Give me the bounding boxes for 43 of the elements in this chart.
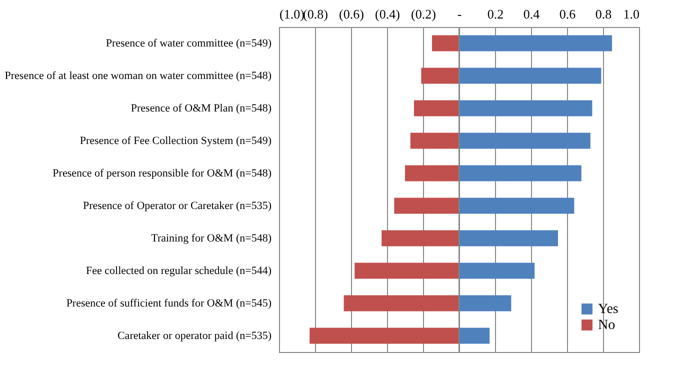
- y-tick-label: Fee collected on regular schedule (n=544): [86, 264, 272, 277]
- bar: [354, 262, 459, 279]
- bar: [394, 198, 459, 214]
- y-tick-label: Presence of sufficient funds for O&M (n=545): [66, 297, 272, 310]
- x-tick-label: 1.0: [623, 6, 640, 22]
- x-tick-label: (0.4): [375, 6, 400, 22]
- bar: [382, 230, 459, 246]
- x-tick-label: (0.8): [303, 6, 328, 22]
- x-tick-label: 0.6: [559, 6, 576, 22]
- legend-label: No: [598, 318, 616, 333]
- x-tick-label: 0.2: [487, 6, 504, 22]
- bar: [459, 35, 612, 52]
- x-tick-label: (0.2): [411, 6, 436, 22]
- x-tick-label: (1.0): [280, 6, 304, 22]
- y-tick-label: Training for O&M (n=548): [151, 232, 272, 244]
- bar: [432, 35, 459, 52]
- y-tick-label: Caretaker or operator paid (n=535): [117, 330, 272, 342]
- bar: [421, 68, 459, 84]
- bar: [459, 230, 558, 246]
- bar: [459, 68, 602, 84]
- bar: [459, 328, 490, 344]
- x-tick-label: -: [457, 6, 462, 22]
- x-tick-label: (0.6): [339, 6, 364, 22]
- x-tick-label: 0.8: [595, 6, 612, 22]
- y-tick-label: Presence of person responsible for O&M (n=548): [52, 167, 272, 180]
- y-tick-label: Presence of O&M Plan (n=548): [130, 102, 272, 114]
- bar: [459, 165, 582, 182]
- y-tick-label: Presence of Operator or Caretaker (n=535): [82, 200, 272, 212]
- y-tick-label: Presence of at least one woman on water committee (n=548): [4, 70, 272, 82]
- bar: [459, 132, 590, 149]
- bar: [459, 295, 512, 312]
- y-tick-label: Presence of Fee Collection System (n=549): [80, 134, 272, 147]
- bar: [459, 198, 574, 214]
- legend-label: Yes: [598, 302, 618, 317]
- y-tick-label: Presence of water committee (n=549): [106, 37, 272, 50]
- bar: [414, 100, 459, 116]
- bar: [310, 328, 459, 344]
- bar: [459, 100, 592, 116]
- bar: [410, 132, 459, 149]
- bar: [459, 262, 535, 279]
- bar: [405, 165, 459, 182]
- x-tick-label: 0.4: [523, 6, 540, 22]
- bar: [344, 295, 459, 312]
